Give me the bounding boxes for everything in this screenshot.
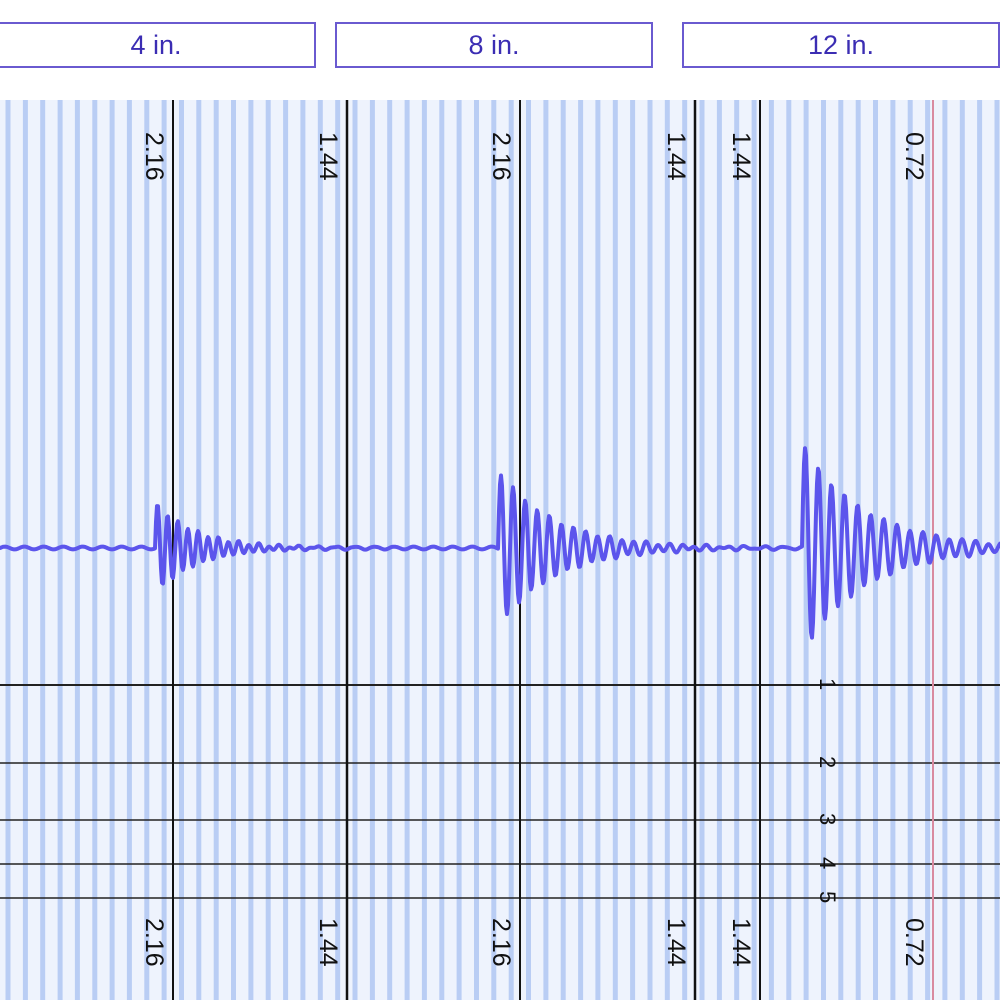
bottom-label: 1.44 (314, 918, 342, 967)
row-number-labels: 1 2 3 4 5 (815, 678, 840, 903)
row-label-1: 1 (815, 678, 840, 690)
top-label: 0.72 (900, 132, 928, 181)
tab-4-inch[interactable]: 4 in. (0, 22, 316, 68)
bottom-label: 1.44 (727, 918, 755, 967)
top-label: 2.16 (487, 132, 515, 181)
bottom-label: 2.16 (487, 918, 515, 967)
seismograph-record: 2.16 1.44 2.16 1.44 1.44 0.72 2.16 1.44 … (0, 100, 1000, 1000)
top-label: 1.44 (662, 132, 690, 181)
row-label-2: 2 (815, 756, 840, 768)
bottom-label: 1.44 (662, 918, 690, 967)
top-label: 2.16 (140, 132, 168, 181)
bottom-label: 2.16 (140, 918, 168, 967)
row-label-3: 3 (815, 813, 840, 825)
bottom-label: 0.72 (900, 918, 928, 967)
horizontal-grid-lines (0, 684, 1000, 899)
tab-8-inch[interactable]: 8 in. (335, 22, 653, 68)
top-label: 1.44 (314, 132, 342, 181)
top-toolbar: 4 in. 8 in. 12 in. (0, 0, 1000, 100)
row-label-4: 4 (815, 857, 840, 869)
bottom-scale-labels: 2.16 1.44 2.16 1.44 1.44 0.72 (140, 918, 928, 967)
row-label-5: 5 (815, 891, 840, 903)
waveform-trace (0, 446, 1000, 640)
tab-12-inch[interactable]: 12 in. (682, 22, 1000, 68)
top-label: 1.44 (727, 132, 755, 181)
top-scale-labels: 2.16 1.44 2.16 1.44 1.44 0.72 (140, 132, 928, 181)
record-strip-svg: 2.16 1.44 2.16 1.44 1.44 0.72 2.16 1.44 … (0, 100, 1000, 1000)
